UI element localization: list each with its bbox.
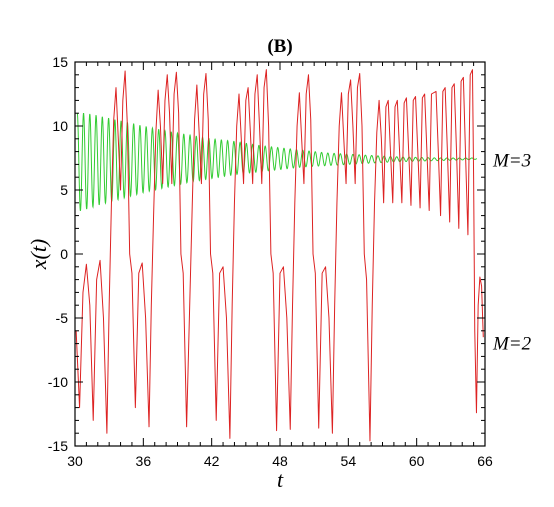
- x-axis-label: t: [277, 467, 284, 492]
- series-line-m2: [75, 69, 484, 442]
- axis-ticks: [74, 61, 486, 447]
- y-tick-label: 0: [60, 246, 68, 262]
- y-tick-label: -5: [56, 310, 69, 326]
- series-line-m3: [76, 113, 478, 211]
- y-tick-label: 10: [52, 118, 68, 134]
- y-axis-label: x(t): [26, 239, 51, 271]
- x-tick-label: 30: [67, 453, 83, 469]
- x-tick-label: 42: [204, 453, 220, 469]
- x-tick-label: 48: [272, 453, 288, 469]
- chart-title: (B): [267, 36, 292, 57]
- series-annotation: M=3: [492, 151, 531, 172]
- tick-labels: 30 36 42 48 54 60 66 15 10 5 0 -5 -10 -15: [48, 54, 493, 469]
- plot-series: [75, 69, 484, 442]
- series-annotation: M=2: [492, 334, 532, 355]
- y-tick-label: -10: [48, 374, 68, 390]
- series-annotations: M=3 M=2: [492, 151, 532, 355]
- x-tick-label: 54: [341, 453, 357, 469]
- y-tick-label: 15: [52, 54, 68, 70]
- x-tick-label: 66: [477, 453, 493, 469]
- y-tick-label: -15: [48, 438, 68, 454]
- x-tick-label: 60: [409, 453, 425, 469]
- y-tick-label: 5: [60, 182, 68, 198]
- x-tick-label: 36: [136, 453, 152, 469]
